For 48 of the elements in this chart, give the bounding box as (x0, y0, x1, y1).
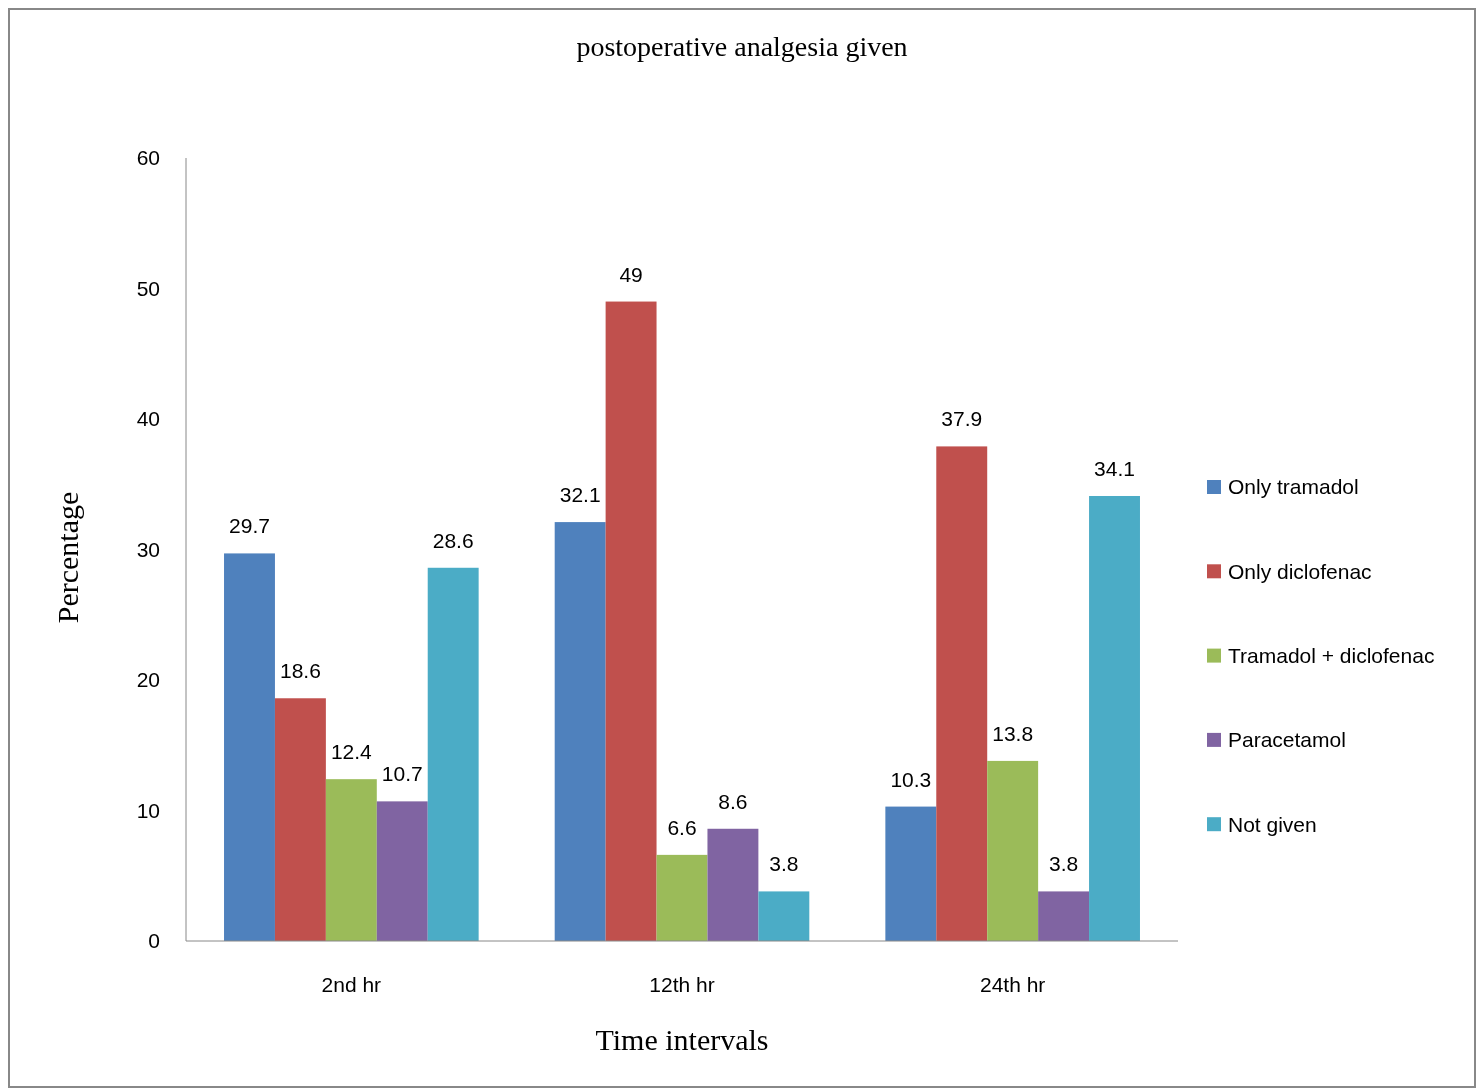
y-tick-label: 20 (136, 668, 160, 692)
bar (325, 779, 377, 941)
data-label: 18.6 (279, 659, 321, 683)
bar (554, 522, 606, 941)
legend-label: Tramadol + diclofenac (1228, 643, 1435, 667)
data-label: 8.6 (718, 789, 748, 813)
data-label: 34.1 (1094, 456, 1135, 480)
bar (1089, 496, 1140, 941)
data-label: 10.7 (381, 762, 423, 786)
bar (376, 801, 428, 941)
legend-label: Paracetamol (1228, 728, 1346, 752)
y-tick-label: 0 (148, 929, 160, 953)
bar (936, 446, 988, 941)
data-label: 29.7 (229, 514, 270, 538)
data-label: 3.8 (1048, 852, 1079, 876)
data-label: 10.3 (890, 767, 932, 791)
bar (656, 854, 708, 941)
bar (427, 567, 479, 941)
x-tick-label: 24th hr (979, 973, 1046, 996)
data-label: 32.1 (559, 483, 601, 507)
x-tick-label: 12th hr (649, 973, 715, 996)
data-label: 49 (619, 262, 643, 286)
bar (707, 828, 759, 941)
bar (885, 806, 937, 941)
bar (274, 698, 326, 941)
y-tick-label: 40 (136, 407, 160, 431)
bar (758, 891, 810, 941)
bar (605, 301, 657, 941)
bar (1038, 891, 1090, 941)
legend-label: Only diclofenac (1228, 559, 1372, 583)
bar (224, 553, 275, 941)
data-label: 37.9 (941, 407, 983, 431)
data-label: 28.6 (432, 528, 474, 552)
bar (987, 760, 1039, 941)
y-tick-label: 10 (136, 798, 160, 822)
x-tick-label: 2nd hr (321, 973, 382, 996)
chart-title: postoperative analgesia given (576, 31, 908, 62)
data-label: 3.8 (769, 852, 799, 876)
y-tick-label: 60 (136, 146, 160, 170)
x-axis-title: Time intervals (595, 1023, 769, 1056)
y-tick-label: 50 (136, 276, 160, 300)
legend-label: Only tramadol (1228, 475, 1359, 499)
data-label: 13.8 (992, 721, 1034, 745)
y-axis-title: Percentage (51, 491, 84, 624)
legend-label: Not given (1228, 812, 1317, 836)
data-label: 12.4 (330, 740, 373, 764)
y-tick-label: 30 (136, 537, 160, 561)
data-label: 6.6 (667, 815, 697, 839)
